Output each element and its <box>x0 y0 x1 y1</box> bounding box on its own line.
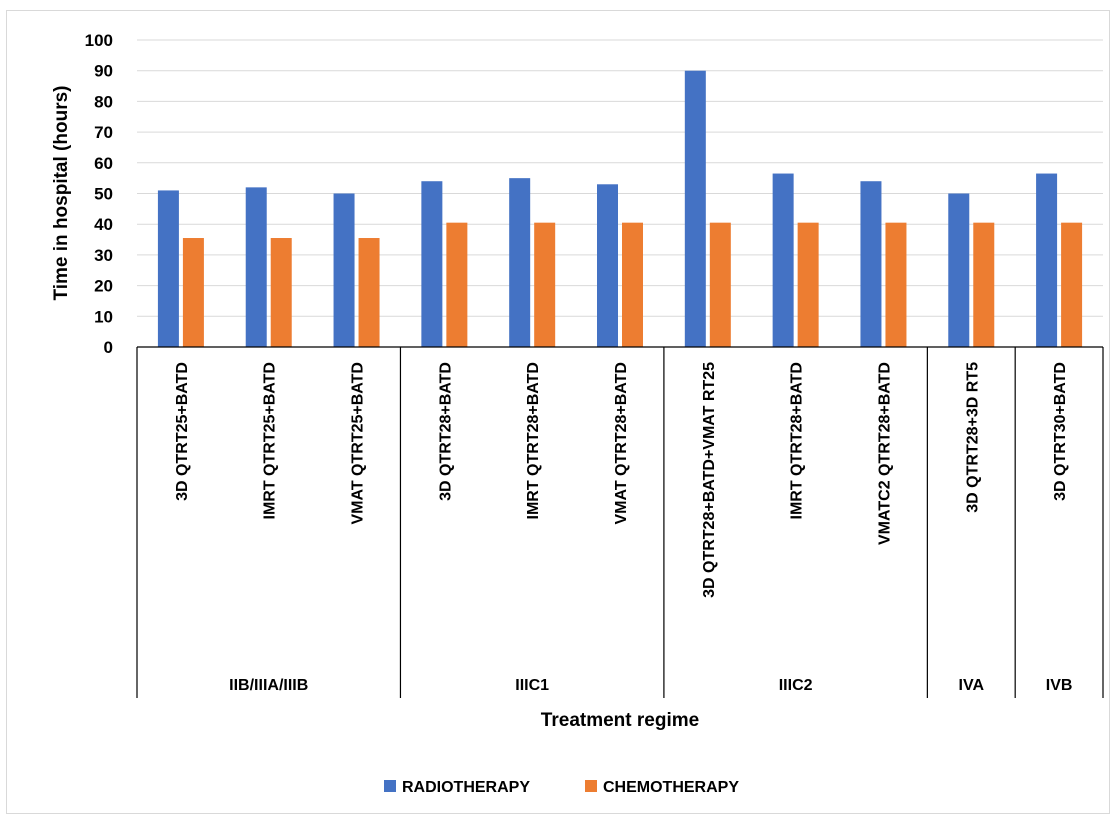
y-tick-label: 100 <box>85 31 113 50</box>
category-label: IMRT QTRT28+BATD <box>525 362 542 519</box>
group-label: IIB/IIIA/IIIB <box>229 677 308 694</box>
y-tick-label: 60 <box>94 154 113 173</box>
chemotherapy-bar <box>270 238 292 347</box>
y-tick-label: 10 <box>94 307 113 326</box>
group-label: IVB <box>1046 677 1073 694</box>
group-label: IIIC1 <box>515 677 549 694</box>
group-label: IVA <box>959 677 985 694</box>
radiotherapy-bar <box>245 187 267 347</box>
radiotherapy-bar <box>860 181 882 347</box>
chemotherapy-bar <box>182 238 204 347</box>
y-tick-label: 70 <box>94 123 113 142</box>
radiotherapy-bar <box>509 178 531 347</box>
chemotherapy-bar <box>358 238 380 347</box>
category-label: VMATC2 QTRT28+BATD <box>876 362 893 545</box>
y-tick-label: 90 <box>94 62 113 81</box>
category-label: IMRT QTRT28+BATD <box>789 362 806 519</box>
radiotherapy-bar <box>684 70 706 347</box>
y-tick-label: 0 <box>104 338 113 357</box>
category-label: 3D QTRT30+BATD <box>1052 362 1069 501</box>
chemotherapy-bar <box>709 222 731 347</box>
radiotherapy-bar <box>772 173 794 347</box>
category-label: VMAT QTRT28+BATD <box>613 362 630 525</box>
chemotherapy-bar <box>885 222 907 347</box>
radiotherapy-legend-swatch <box>384 780 396 792</box>
category-label: VMAT QTRT25+BATD <box>350 362 367 525</box>
legend-label: RADIOTHERAPY <box>402 779 530 796</box>
legend-label: CHEMOTHERAPY <box>603 779 739 796</box>
chart-frame <box>6 10 1110 814</box>
category-label: 3D QTRT28+BATD <box>437 362 454 501</box>
chemotherapy-legend-swatch <box>585 780 597 792</box>
radiotherapy-bar <box>421 181 443 347</box>
chemotherapy-bar <box>534 222 556 347</box>
x-axis-title: Treatment regime <box>541 710 699 731</box>
category-label: 3D QTRT28+3D RT5 <box>964 362 981 513</box>
chemotherapy-bar <box>622 222 643 347</box>
radiotherapy-bar <box>597 184 618 347</box>
radiotherapy-bar <box>157 190 179 347</box>
y-axis-title: Time in hospital (hours) <box>51 86 72 301</box>
radiotherapy-bar <box>1036 173 1058 347</box>
y-tick-label: 40 <box>94 215 113 234</box>
y-tick-label: 80 <box>94 92 113 111</box>
radiotherapy-bar <box>948 193 970 347</box>
y-tick-label: 50 <box>94 185 113 204</box>
chemotherapy-bar <box>1061 222 1083 347</box>
radiotherapy-bar <box>333 193 355 347</box>
chemotherapy-bar <box>797 222 819 347</box>
category-label: 3D QTRT28+BATD+VMAT RT25 <box>701 362 718 598</box>
group-label: IIIC2 <box>779 677 813 694</box>
category-label: 3D QTRT25+BATD <box>174 362 191 501</box>
chemotherapy-bar <box>446 222 468 347</box>
category-label: IMRT QTRT25+BATD <box>262 362 279 519</box>
y-tick-label: 30 <box>94 246 113 265</box>
chemotherapy-bar <box>973 222 995 347</box>
y-tick-label: 20 <box>94 277 113 296</box>
